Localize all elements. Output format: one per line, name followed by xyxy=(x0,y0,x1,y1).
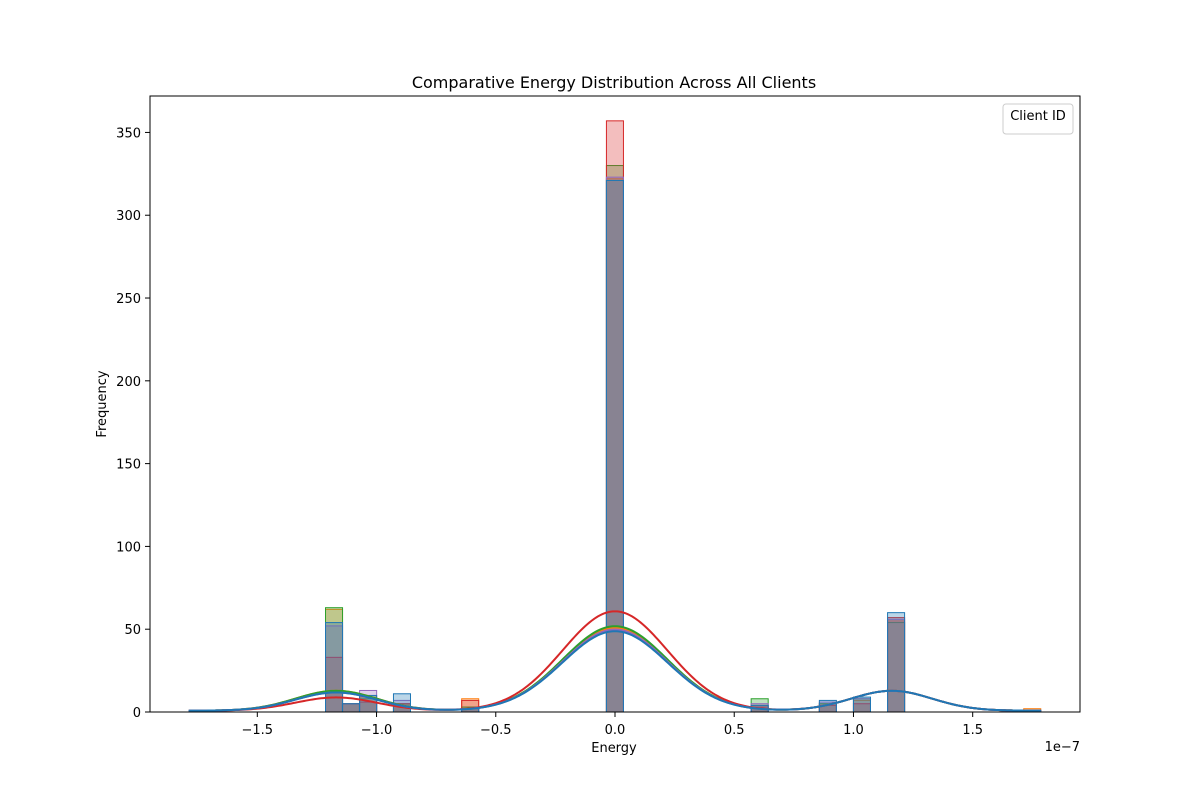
legend-box xyxy=(1002,103,1074,135)
y-tick-label: 100 xyxy=(116,540,141,555)
x-tick-label: 1.0 xyxy=(843,723,864,738)
kde-line-series-4 xyxy=(189,630,1041,712)
y-axis: 0 50 100 150 200 250 300 350 xyxy=(116,126,150,721)
y-tick-label: 0 xyxy=(133,706,141,721)
x-tick-label: −1.5 xyxy=(242,723,274,738)
histogram-bar xyxy=(887,612,906,713)
chart-title: Comparative Energy Distribution Across A… xyxy=(412,73,816,92)
histogram-bar xyxy=(392,693,412,713)
x-tick-label: 1.5 xyxy=(962,723,983,738)
legend-title: Client ID xyxy=(1010,109,1066,124)
series-4-bars xyxy=(188,179,1042,713)
histogram-bar xyxy=(852,696,871,713)
y-tick-label: 350 xyxy=(116,126,141,141)
y-tick-label: 150 xyxy=(116,458,141,473)
x-axis: −1.5 −1.0 −0.5 0.0 0.5 1.0 1.5 xyxy=(242,712,983,738)
y-axis-label: Frequency xyxy=(95,370,110,437)
x-tick-label: −1.0 xyxy=(361,723,393,738)
y-tick-label: 200 xyxy=(116,375,141,390)
y-tick-label: 300 xyxy=(116,209,141,224)
legend: Client ID xyxy=(1002,103,1074,135)
x-tick-label: 0.5 xyxy=(724,723,745,738)
y-tick-label: 50 xyxy=(124,623,141,638)
plot-area xyxy=(188,120,1042,713)
x-tick-label: 0.0 xyxy=(605,723,626,738)
y-tick-label: 250 xyxy=(116,292,141,307)
x-tick-label: −0.5 xyxy=(480,723,512,738)
x-axis-offset-text: 1e−7 xyxy=(1045,740,1080,755)
histogram-bar xyxy=(341,703,360,713)
x-axis-label: Energy xyxy=(591,741,637,756)
